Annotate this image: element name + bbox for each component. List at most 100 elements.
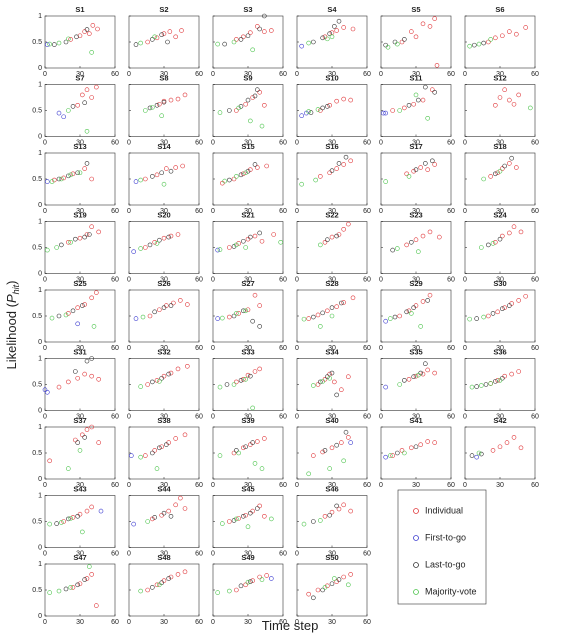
point	[175, 96, 181, 102]
plot-frame	[212, 152, 284, 206]
point	[87, 232, 92, 237]
plot-frame	[380, 15, 452, 69]
point	[42, 387, 48, 393]
x-tick-label: 0	[295, 71, 299, 78]
y-tick-label: 0.5	[32, 518, 42, 525]
point	[82, 577, 87, 582]
x-tick-label: 30	[244, 619, 252, 626]
plot-frame	[128, 152, 200, 206]
x-tick-label: 60	[279, 482, 287, 489]
point	[75, 103, 80, 108]
legend-box	[397, 489, 487, 605]
y-tick-label: 1	[38, 492, 42, 499]
point	[89, 424, 94, 430]
point	[299, 113, 304, 118]
point	[420, 299, 426, 304]
x-tick-label: 30	[496, 139, 504, 146]
point	[245, 524, 251, 530]
point	[250, 318, 255, 324]
point	[70, 308, 76, 314]
point	[54, 245, 59, 250]
point	[98, 508, 104, 514]
x-tick-label: 30	[328, 619, 336, 626]
point	[257, 230, 262, 236]
panel-title: S40	[325, 416, 338, 425]
point	[511, 224, 517, 229]
x-tick-label: 0	[211, 276, 215, 283]
point	[262, 103, 267, 108]
point	[68, 172, 73, 178]
point	[66, 466, 71, 471]
y-tick-label: 0	[38, 133, 42, 140]
point	[224, 382, 230, 387]
point	[413, 237, 419, 242]
point	[248, 373, 253, 379]
point	[150, 174, 155, 179]
point	[252, 162, 258, 167]
x-tick-label: 60	[531, 413, 539, 420]
point	[154, 103, 160, 108]
point	[388, 453, 393, 458]
point	[509, 155, 514, 161]
point	[159, 32, 164, 38]
point	[427, 292, 433, 298]
point	[500, 306, 505, 312]
x-tick-label: 0	[127, 482, 131, 489]
x-tick-label: 30	[328, 345, 336, 352]
x-tick-label: 60	[195, 71, 203, 78]
x-tick-label: 60	[447, 71, 455, 78]
point	[474, 454, 479, 460]
point	[497, 168, 503, 174]
x-tick-label: 60	[195, 345, 203, 352]
x-tick-label: 60	[111, 139, 119, 146]
point	[145, 519, 150, 524]
point	[168, 574, 174, 580]
point	[388, 316, 393, 321]
point	[150, 37, 155, 42]
plot-frame	[212, 495, 284, 548]
point	[248, 167, 253, 172]
x-tick-label: 60	[195, 619, 203, 626]
point	[334, 233, 339, 239]
point	[511, 435, 517, 440]
point	[406, 103, 412, 108]
point	[493, 171, 498, 177]
point	[383, 384, 388, 390]
plot-frame	[380, 152, 452, 206]
point	[80, 303, 85, 308]
plot-frame	[464, 426, 536, 480]
point	[490, 311, 496, 316]
point	[432, 90, 437, 95]
x-tick-label: 0	[463, 71, 467, 78]
point	[409, 29, 414, 34]
point	[383, 179, 388, 184]
point	[56, 110, 62, 116]
point	[147, 105, 153, 111]
plot-frame	[296, 152, 368, 206]
point	[182, 506, 188, 511]
point	[248, 510, 253, 516]
x-axis-label: Time step	[262, 618, 319, 633]
point	[222, 178, 227, 184]
point	[325, 237, 330, 242]
plot-frame	[380, 358, 452, 411]
point	[231, 176, 237, 182]
x-tick-label: 60	[531, 208, 539, 215]
x-tick-label: 30	[160, 208, 168, 215]
point	[341, 458, 346, 464]
point	[390, 247, 395, 253]
point	[406, 174, 412, 179]
point	[507, 161, 512, 166]
plot-frame	[380, 221, 452, 274]
point	[497, 95, 503, 100]
point	[75, 582, 80, 588]
point	[222, 41, 227, 47]
legend-label: First-to-go	[425, 532, 466, 542]
point	[252, 93, 258, 99]
point	[311, 453, 316, 458]
x-tick-label: 0	[211, 208, 215, 215]
panel-title: S32	[157, 348, 170, 357]
point	[241, 376, 246, 382]
point	[70, 585, 76, 590]
point	[75, 440, 80, 445]
